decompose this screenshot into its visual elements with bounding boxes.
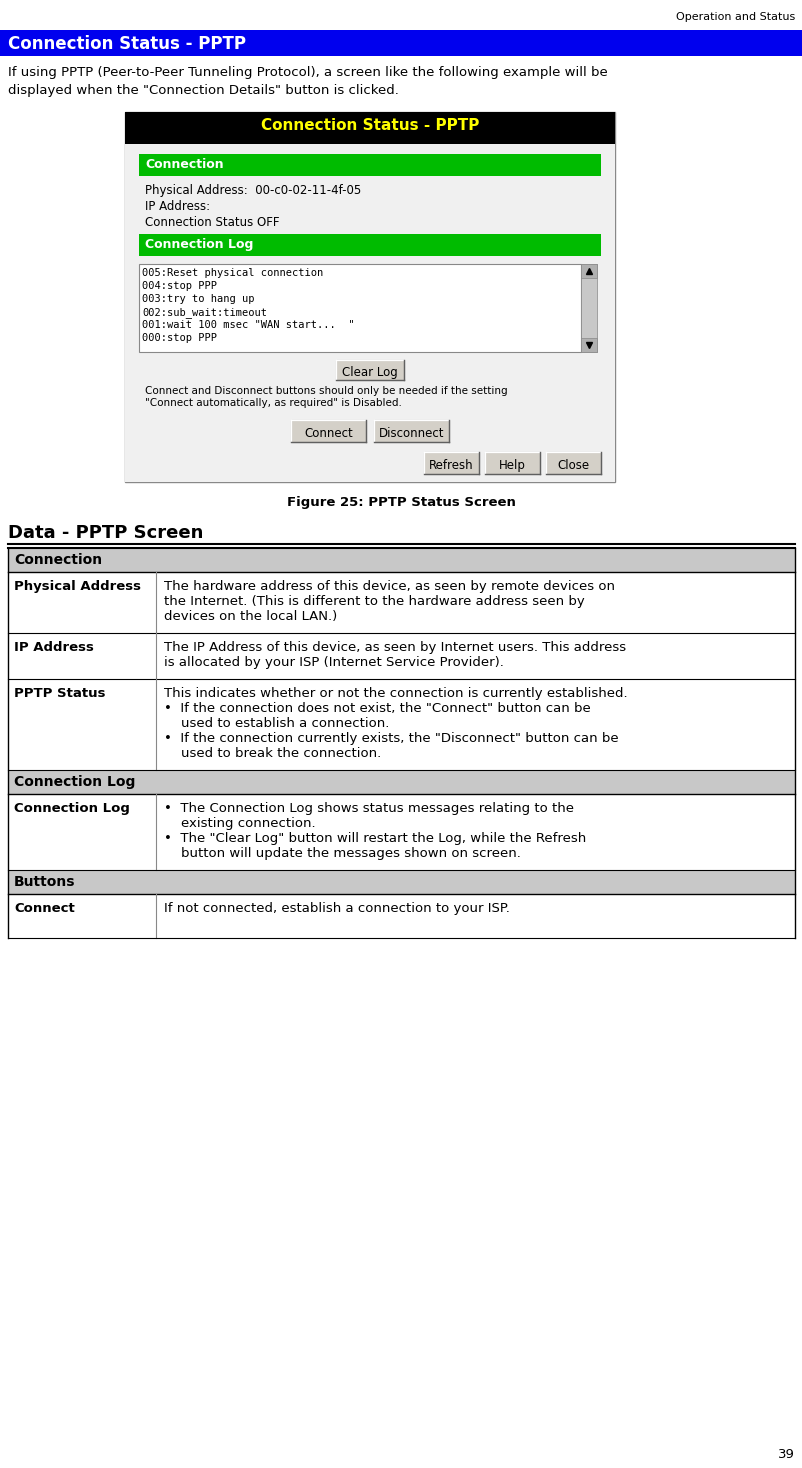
Text: 004:stop PPP: 004:stop PPP <box>142 280 217 291</box>
Text: The IP Address of this device, as seen by Internet users. This address
is alloca: The IP Address of this device, as seen b… <box>164 642 626 669</box>
Text: IP Address:: IP Address: <box>145 200 210 213</box>
Bar <box>139 154 600 176</box>
Text: Connection Log: Connection Log <box>14 775 136 788</box>
Bar <box>581 264 596 352</box>
Bar <box>290 420 366 442</box>
Text: The hardware address of this device, as seen by remote devices on
the Internet. : The hardware address of this device, as … <box>164 580 614 622</box>
Text: •  The Connection Log shows status messages relating to the
    existing connect: • The Connection Log shows status messag… <box>164 802 585 860</box>
Bar <box>335 360 403 380</box>
Text: 001:wait 100 msec "WAN start...  ": 001:wait 100 msec "WAN start... " <box>142 320 354 330</box>
Bar <box>139 264 581 352</box>
Text: IP Address: IP Address <box>14 642 94 655</box>
Text: Connect and Disconnect buttons should only be needed if the setting
"Connect aut: Connect and Disconnect buttons should on… <box>145 386 507 408</box>
Text: PPTP Status: PPTP Status <box>14 687 105 700</box>
Text: Connection: Connection <box>14 553 102 567</box>
Text: displayed when the "Connection Details" button is clicked.: displayed when the "Connection Details" … <box>8 84 399 97</box>
Text: This indicates whether or not the connection is currently established.
•  If the: This indicates whether or not the connec… <box>164 687 627 760</box>
Bar <box>125 144 614 482</box>
Text: Connection Status - PPTP: Connection Status - PPTP <box>261 117 479 134</box>
Bar <box>484 452 539 474</box>
Bar <box>0 29 802 56</box>
Text: Close: Close <box>557 459 589 473</box>
Text: Connection Log: Connection Log <box>145 238 253 251</box>
Bar <box>8 771 794 794</box>
Text: Physical Address: Physical Address <box>14 580 141 593</box>
Bar <box>8 548 794 573</box>
Bar <box>545 452 600 474</box>
Text: Connection Status OFF: Connection Status OFF <box>145 216 279 229</box>
Text: Connection Log: Connection Log <box>14 802 130 815</box>
Bar <box>8 871 794 894</box>
Text: Clear Log: Clear Log <box>342 366 397 379</box>
Text: Data - PPTP Screen: Data - PPTP Screen <box>8 524 203 542</box>
Bar <box>374 420 448 442</box>
Text: Connect: Connect <box>14 901 75 915</box>
Text: If using PPTP (Peer-to-Peer Tunneling Protocol), a screen like the following exa: If using PPTP (Peer-to-Peer Tunneling Pr… <box>8 66 607 79</box>
Text: 39: 39 <box>777 1447 794 1461</box>
Text: Buttons: Buttons <box>14 875 75 890</box>
Text: If not connected, establish a connection to your ISP.: If not connected, establish a connection… <box>164 901 509 915</box>
Bar <box>125 112 614 144</box>
Text: Operation and Status: Operation and Status <box>675 12 794 22</box>
Text: Refresh: Refresh <box>428 459 473 473</box>
Text: Connection: Connection <box>145 159 223 170</box>
Bar <box>581 264 596 277</box>
Text: Connection Status - PPTP: Connection Status - PPTP <box>8 35 245 53</box>
Text: Figure 25: PPTP Status Screen: Figure 25: PPTP Status Screen <box>286 496 516 509</box>
Text: 003:try to hang up: 003:try to hang up <box>142 294 254 304</box>
Text: 002:sub_wait:timeout: 002:sub_wait:timeout <box>142 307 267 319</box>
Bar <box>423 452 479 474</box>
Text: 005:Reset physical connection: 005:Reset physical connection <box>142 269 323 277</box>
Text: Connect: Connect <box>304 427 352 440</box>
Text: Physical Address:  00-c0-02-11-4f-05: Physical Address: 00-c0-02-11-4f-05 <box>145 184 361 197</box>
Text: 000:stop PPP: 000:stop PPP <box>142 333 217 344</box>
Text: Disconnect: Disconnect <box>379 427 444 440</box>
Bar <box>125 112 614 482</box>
Text: Help: Help <box>498 459 525 473</box>
Bar <box>581 338 596 352</box>
Bar <box>139 233 600 255</box>
